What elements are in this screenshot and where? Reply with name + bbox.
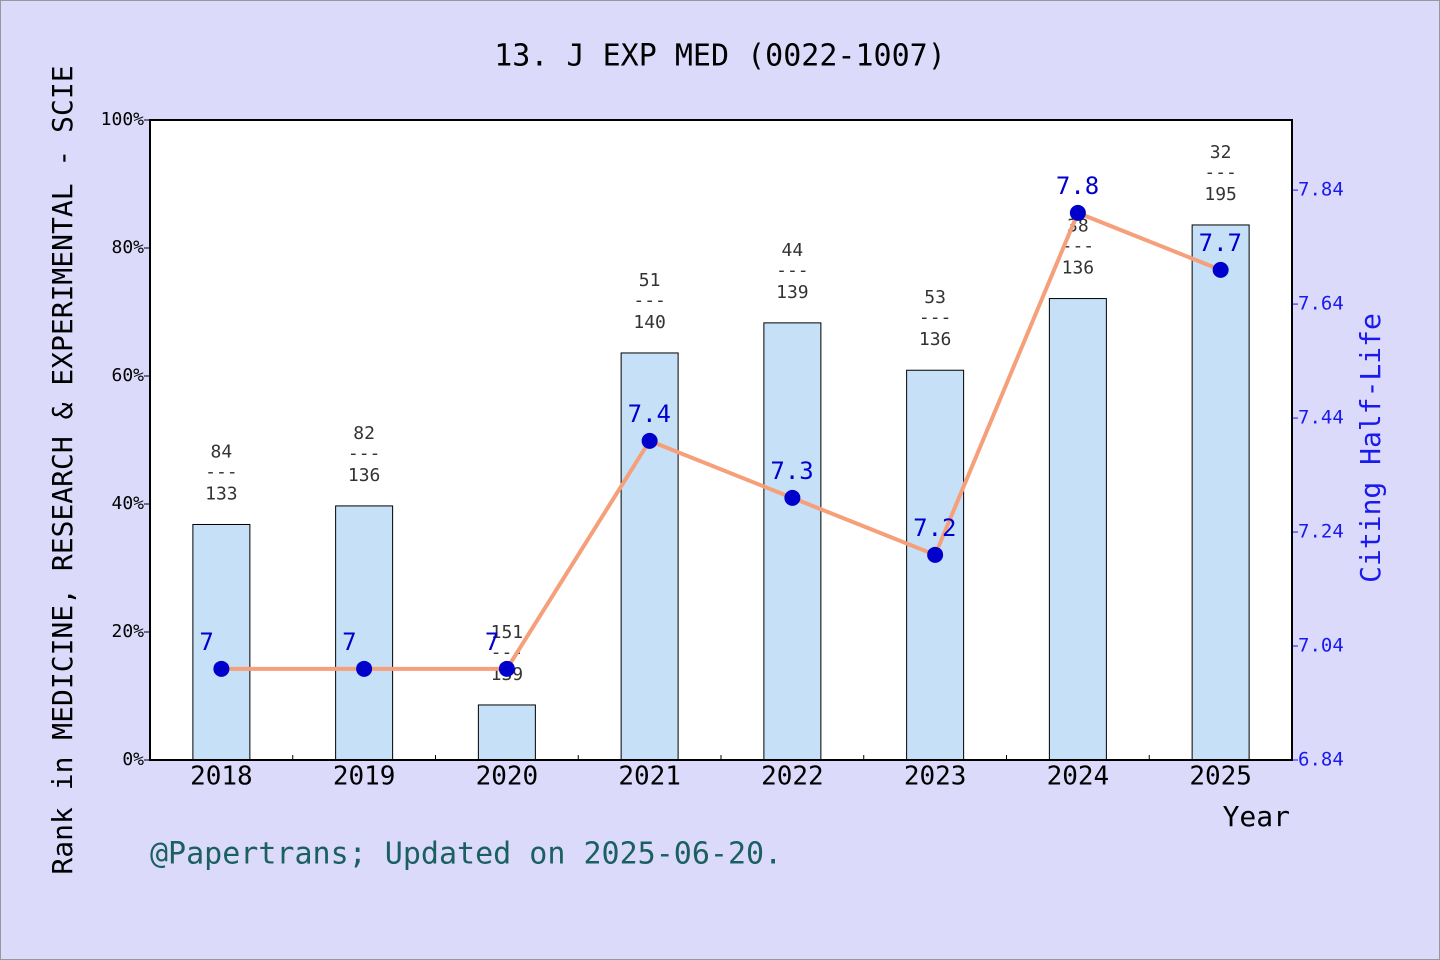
bar xyxy=(1191,224,1250,761)
y2-tick-label: 7.44 xyxy=(1298,407,1344,429)
rank-separator: --- xyxy=(1062,236,1095,257)
rank-separator: --- xyxy=(776,260,809,281)
x-tick-label: 2020 xyxy=(476,762,539,792)
plot-area xyxy=(150,120,1292,760)
line xyxy=(221,210,1222,671)
y-tick-label: 0% xyxy=(122,749,144,770)
y-tick-label: 80% xyxy=(111,237,144,258)
bar xyxy=(192,523,251,761)
point xyxy=(1212,261,1229,278)
y-tick-label: 100% xyxy=(101,109,145,130)
total-label: 136 xyxy=(919,329,952,350)
y-tick-label: 60% xyxy=(111,365,144,386)
y2-tick-label: 6.84 xyxy=(1298,749,1344,771)
y2-tick-label: 7.04 xyxy=(1298,635,1344,657)
point xyxy=(927,546,944,563)
y-axis-label: Rank in MEDICINE, RESEARCH & EXPERIMENTA… xyxy=(46,65,79,874)
rank-label: 84 xyxy=(211,441,233,462)
rank-label: 151 xyxy=(491,622,524,643)
x-tick-label: 2019 xyxy=(333,762,396,792)
x-tick-label: 2025 xyxy=(1189,762,1252,792)
x-axis-label: Year xyxy=(1223,800,1290,833)
chart-title: 13. J EXP MED (0022-1007) xyxy=(494,39,946,74)
point-label: 7.3 xyxy=(770,457,813,485)
bar xyxy=(620,352,679,761)
x-tick-label: 2023 xyxy=(904,762,967,792)
bar xyxy=(906,369,965,761)
rank-label: 51 xyxy=(639,270,661,291)
point-label: 7 xyxy=(485,628,499,656)
bar xyxy=(1048,298,1107,761)
point xyxy=(784,489,801,506)
y2-axis-label: Citing Half-Life xyxy=(1354,313,1387,583)
rank-separator: --- xyxy=(919,307,952,328)
total-label: 136 xyxy=(348,465,381,486)
x-tick-label: 2024 xyxy=(1047,762,1110,792)
rank-label: 32 xyxy=(1210,142,1232,163)
bar xyxy=(763,322,822,761)
y2-tick-label: 7.84 xyxy=(1298,179,1344,201)
point-label: 7.2 xyxy=(913,514,956,542)
rank-label: 82 xyxy=(353,423,375,444)
x-tick-label: 2022 xyxy=(761,762,824,792)
x-tick-label: 2018 xyxy=(190,762,253,792)
point-label: 7 xyxy=(199,628,213,656)
x-tick-label: 2021 xyxy=(618,762,681,792)
total-label: 139 xyxy=(776,282,809,303)
bar xyxy=(335,505,394,761)
rank-label: 53 xyxy=(924,287,946,308)
rank-separator: --- xyxy=(633,290,666,311)
total-label: 136 xyxy=(1062,258,1095,279)
y2-tick-label: 7.24 xyxy=(1298,521,1344,543)
point xyxy=(498,660,515,677)
point xyxy=(356,660,373,677)
point xyxy=(641,432,658,449)
total-label: 140 xyxy=(633,312,666,333)
y-tick-label: 40% xyxy=(111,493,144,514)
rank-separator: --- xyxy=(348,443,381,464)
point xyxy=(1069,204,1086,221)
bar xyxy=(477,704,536,761)
total-label: 195 xyxy=(1204,184,1237,205)
y-tick-label: 20% xyxy=(111,621,144,642)
rank-separator: --- xyxy=(205,461,238,482)
rank-label: 44 xyxy=(782,240,804,261)
point-label: 7.4 xyxy=(628,400,671,428)
point xyxy=(213,660,230,677)
point-label: 7.7 xyxy=(1199,229,1242,257)
point-label: 7.8 xyxy=(1056,172,1099,200)
y2-tick-label: 7.64 xyxy=(1298,293,1344,315)
footer: @Papertrans; Updated on 2025-06-20. xyxy=(150,837,782,872)
rank-separator: --- xyxy=(1204,162,1237,183)
point-label: 7 xyxy=(342,628,356,656)
total-label: 133 xyxy=(205,483,238,504)
